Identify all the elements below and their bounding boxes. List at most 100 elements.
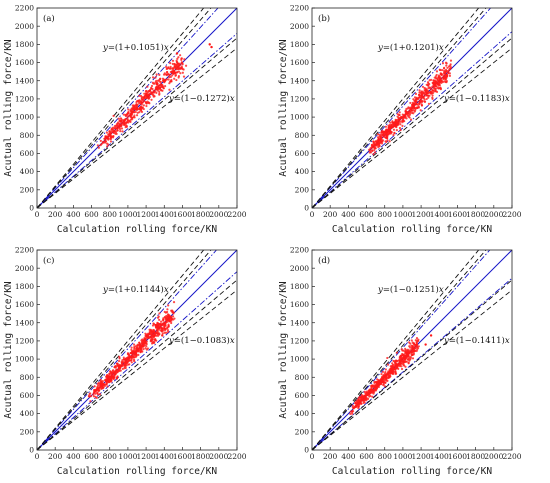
y-tick-label: 1000 xyxy=(290,355,309,364)
data-point xyxy=(168,320,172,323)
data-point xyxy=(145,94,149,97)
data-point xyxy=(156,316,160,319)
data-point xyxy=(131,110,135,113)
y-tick-label: 2200 xyxy=(15,246,34,255)
data-point xyxy=(99,139,102,142)
x-axis-label: Calculation rolling force/KN xyxy=(332,224,492,235)
data-point xyxy=(410,339,413,342)
axes-frame xyxy=(36,7,238,209)
data-point xyxy=(136,103,139,106)
data-point xyxy=(172,301,176,304)
data-point xyxy=(370,384,373,388)
data-point xyxy=(448,72,451,75)
data-point xyxy=(169,62,172,65)
data-point xyxy=(163,315,166,319)
data-point xyxy=(156,327,159,331)
plot-area xyxy=(37,250,237,450)
data-point xyxy=(445,75,448,78)
data-point xyxy=(172,318,175,321)
data-point xyxy=(428,86,431,89)
reference-line-3 xyxy=(312,250,480,450)
data-point xyxy=(415,102,418,106)
data-point xyxy=(385,134,389,138)
data-point xyxy=(370,144,374,147)
data-point xyxy=(437,79,440,83)
data-point xyxy=(113,126,116,130)
data-point xyxy=(351,410,355,413)
data-point xyxy=(435,70,439,73)
data-point xyxy=(137,353,140,356)
data-point xyxy=(395,359,398,362)
data-point xyxy=(138,341,141,344)
data-point xyxy=(411,341,414,344)
data-point xyxy=(155,73,158,76)
data-point xyxy=(409,101,412,105)
data-point xyxy=(115,365,118,368)
data-point xyxy=(119,364,123,368)
data-point xyxy=(374,384,378,387)
data-point xyxy=(158,73,161,76)
data-point xyxy=(138,345,141,348)
chart-panel-c: 0 0 200 200 400 400 600 600 800 800 1000 1000 1200 12… xyxy=(0,242,275,483)
reference-line-4 xyxy=(37,47,237,208)
data-point xyxy=(140,340,144,343)
data-point xyxy=(144,332,147,335)
x-tick-label: 0 xyxy=(35,452,40,461)
data-point xyxy=(402,118,405,121)
data-point-outlier xyxy=(429,334,433,337)
y-tick-label: 400 xyxy=(295,167,310,176)
data-point xyxy=(119,119,122,122)
data-point xyxy=(171,74,174,77)
data-point xyxy=(121,130,124,133)
data-point xyxy=(158,333,161,336)
y-tick-label: 2200 xyxy=(290,246,309,255)
data-point xyxy=(393,360,396,363)
data-point xyxy=(138,94,141,97)
y-tick-label: 1600 xyxy=(290,300,309,309)
data-point xyxy=(158,90,161,93)
data-point xyxy=(158,80,161,83)
data-point xyxy=(130,352,133,355)
data-point xyxy=(417,102,421,105)
data-point xyxy=(154,76,157,79)
data-point xyxy=(391,362,394,365)
data-point xyxy=(101,387,104,390)
x-tick-label: 1200 xyxy=(137,210,156,219)
data-point xyxy=(367,389,371,392)
x-tick-label: 1000 xyxy=(393,210,412,219)
data-point xyxy=(145,348,149,351)
data-point xyxy=(382,380,386,384)
data-point xyxy=(111,130,114,134)
x-tick-label: 200 xyxy=(323,452,338,461)
data-point xyxy=(377,379,380,382)
data-point xyxy=(98,393,102,396)
data-point xyxy=(386,379,389,382)
data-point xyxy=(152,90,156,93)
plot-area xyxy=(312,250,512,450)
data-point xyxy=(103,141,107,144)
data-point xyxy=(399,123,402,126)
equation-annotation-upper: y=(1+0.1051)x xyxy=(102,42,169,53)
data-point-outlier xyxy=(210,45,213,49)
data-point xyxy=(135,114,139,117)
y-axis-label: Acutual rolling force/KN xyxy=(3,39,14,177)
data-point xyxy=(140,101,143,104)
x-tick-label: 1600 xyxy=(173,210,192,219)
data-point xyxy=(424,93,427,96)
axes-frame xyxy=(36,249,238,451)
x-tick-label: 600 xyxy=(84,210,99,219)
data-point xyxy=(413,343,416,346)
data-point xyxy=(411,105,414,108)
data-point xyxy=(126,357,129,360)
data-point xyxy=(359,401,362,404)
data-point xyxy=(380,133,383,136)
data-point-outlier xyxy=(175,52,179,55)
data-point xyxy=(164,73,168,76)
data-point xyxy=(431,89,434,92)
reference-line-5 xyxy=(312,8,487,208)
data-point xyxy=(409,349,412,352)
data-point xyxy=(432,79,435,82)
reference-line-2 xyxy=(312,31,512,208)
data-point xyxy=(363,396,367,399)
data-point xyxy=(127,353,130,356)
